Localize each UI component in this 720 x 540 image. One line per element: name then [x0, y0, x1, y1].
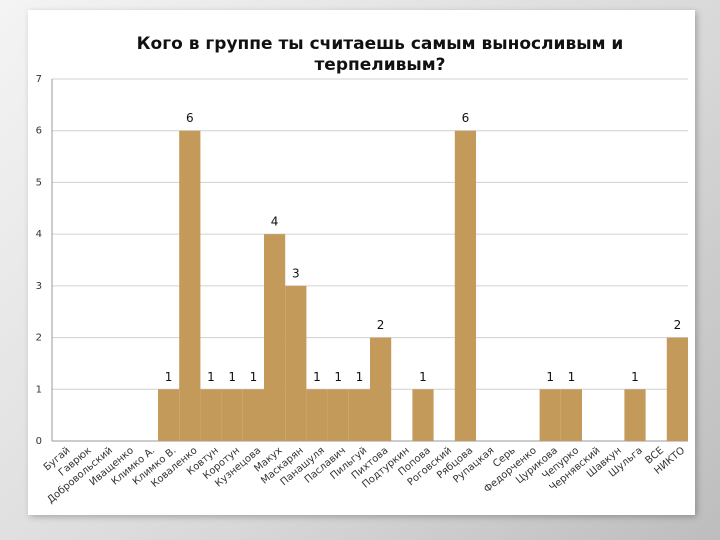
bar	[370, 337, 392, 441]
value-label: 1	[546, 370, 554, 384]
y-tick-label: 0	[36, 436, 42, 447]
y-tick-label: 3	[36, 281, 42, 292]
value-label: 1	[631, 370, 639, 384]
bar	[560, 389, 582, 441]
value-label: 4	[271, 215, 279, 229]
bar	[306, 389, 328, 441]
bar	[348, 389, 370, 441]
bar	[221, 389, 243, 441]
value-label: 1	[228, 370, 236, 384]
bar	[200, 389, 222, 441]
bar	[327, 389, 349, 441]
bar	[412, 389, 434, 441]
bar	[539, 389, 561, 441]
chart-title: Кого в группе ты считаешь самым вынослив…	[136, 34, 624, 75]
bar	[624, 389, 646, 441]
y-tick-label: 7	[36, 74, 42, 85]
value-label: 6	[186, 111, 194, 125]
bar	[666, 337, 688, 441]
y-tick-label: 4	[36, 229, 42, 240]
bar	[454, 130, 476, 441]
value-label: 2	[674, 318, 682, 332]
bar	[158, 389, 180, 441]
value-label: 1	[356, 370, 364, 384]
value-label: 1	[419, 370, 427, 384]
bar	[264, 234, 286, 441]
value-label: 1	[313, 370, 321, 384]
y-tick-label: 5	[36, 177, 42, 188]
value-label: 1	[334, 370, 342, 384]
value-label: 1	[568, 370, 576, 384]
bar	[179, 130, 201, 441]
value-label: 3	[292, 266, 300, 280]
bar	[242, 389, 264, 441]
value-label: 2	[377, 318, 385, 332]
y-tick-label: 6	[36, 126, 42, 137]
value-label: 1	[250, 370, 258, 384]
bar	[285, 285, 307, 441]
value-label: 1	[207, 370, 215, 384]
y-tick-label: 2	[36, 333, 42, 344]
value-label: 6	[462, 111, 470, 125]
value-label: 1	[165, 370, 173, 384]
y-tick-label: 1	[36, 384, 42, 395]
